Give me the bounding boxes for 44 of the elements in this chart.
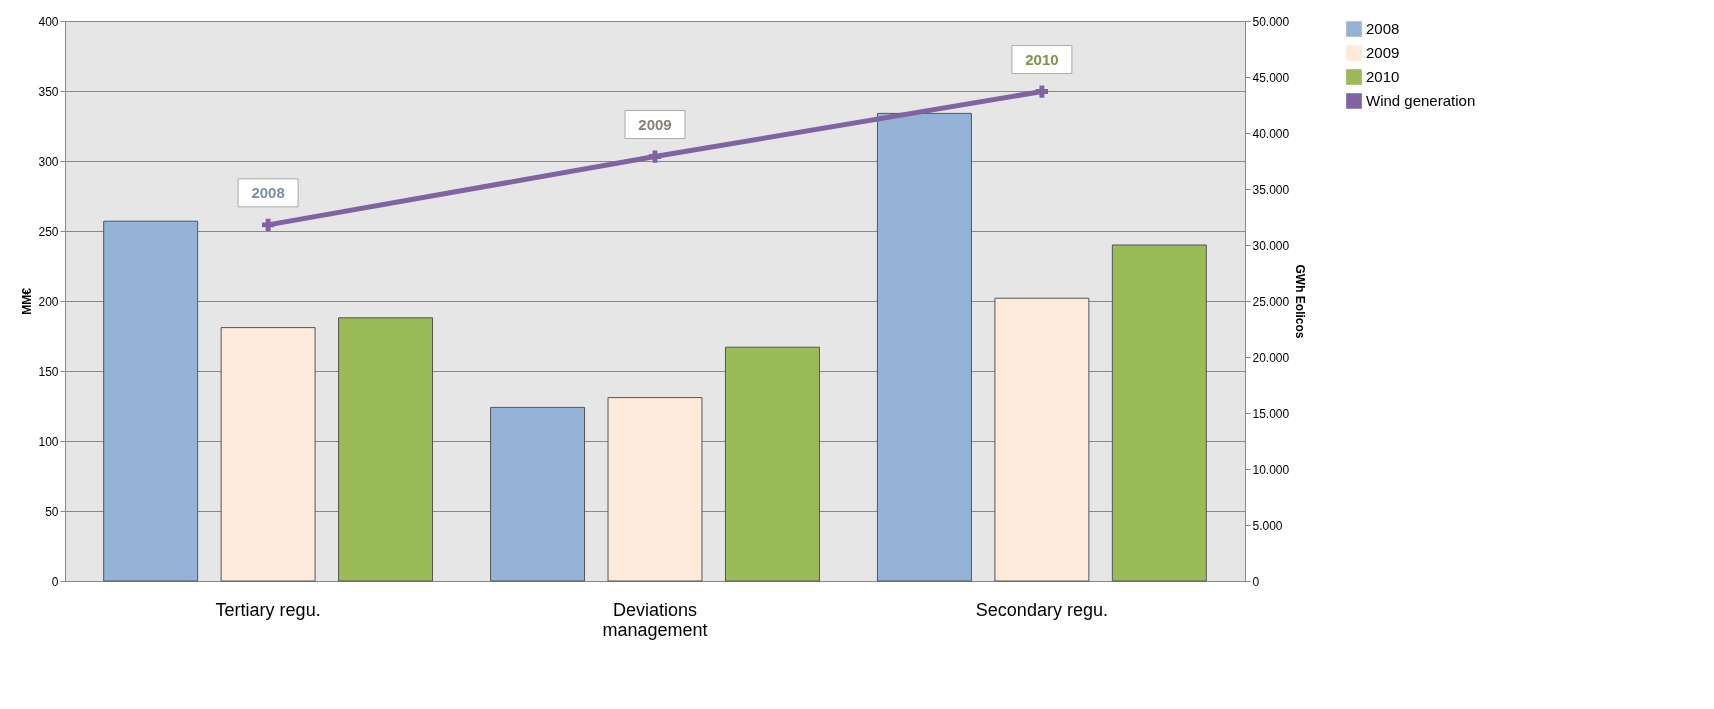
bar [724, 346, 820, 582]
y-tick-label: 250 [38, 224, 59, 239]
annotation: 2008 [251, 183, 285, 201]
y2-tick-label: 20.000 [1252, 350, 1290, 365]
bar [607, 397, 703, 582]
y2-axis-title: GWh Eolicos [1293, 264, 1308, 339]
y2-tick-label: 35.000 [1252, 182, 1290, 197]
y-tick-label: 300 [38, 154, 59, 169]
bar [994, 297, 1090, 582]
y2-tick-label: 30.000 [1252, 238, 1290, 253]
bar [1111, 244, 1207, 582]
x-tick-label: Tertiary regu. [215, 599, 321, 620]
annotation: 2009 [638, 115, 672, 133]
bar [490, 406, 586, 582]
y2-tick-label: 5.000 [1252, 518, 1283, 533]
y-tick-label: 0 [51, 574, 59, 589]
y2-tick-label: 15.000 [1252, 406, 1290, 421]
legend-label: 2008 [1366, 20, 1400, 37]
y2-tick-label: 25.000 [1252, 294, 1290, 309]
y-tick-label: 350 [38, 84, 59, 99]
y-tick-label: 150 [38, 364, 59, 379]
bar [338, 317, 434, 582]
bar [103, 220, 199, 582]
legend-label: 2009 [1366, 44, 1400, 61]
bar [220, 327, 316, 582]
y2-tick-label: 40.000 [1252, 126, 1290, 141]
legend-label: Wind generation [1366, 92, 1476, 109]
y2-tick-label: 45.000 [1252, 70, 1290, 85]
y-axis-title: MM€ [20, 287, 35, 315]
point [261, 218, 275, 231]
y-tick-label: 50 [45, 504, 59, 519]
y2-tick-label: 50.000 [1252, 14, 1290, 29]
y2-tick-label: 0 [1252, 574, 1260, 589]
annotation: 2010 [1025, 50, 1059, 68]
y2-tick-label: 10.000 [1252, 462, 1290, 477]
point [1035, 85, 1049, 98]
y-tick-label: 100 [38, 434, 59, 449]
bar [876, 112, 972, 582]
point [648, 150, 662, 163]
y-tick-label: 400 [38, 14, 59, 29]
x-tick-label: Secondary regu. [975, 599, 1108, 620]
legend-label: 2010 [1366, 68, 1400, 85]
x-tick-label: Deviations management [602, 599, 708, 640]
y-tick-label: 200 [38, 294, 59, 309]
